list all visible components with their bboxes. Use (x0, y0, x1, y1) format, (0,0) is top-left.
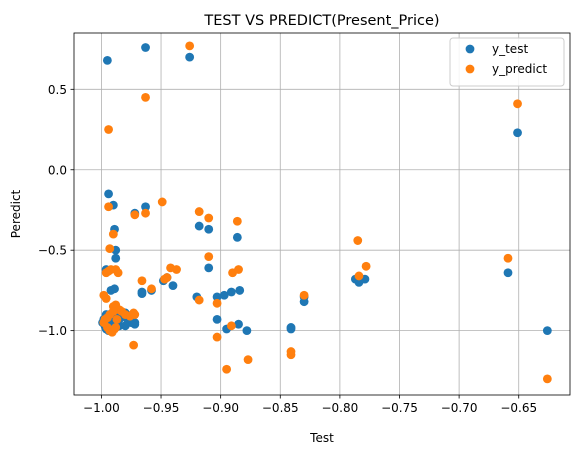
scatter-point (204, 252, 214, 262)
scatter-point (129, 340, 139, 350)
scatter-point (222, 364, 232, 374)
scatter-point (234, 319, 243, 329)
scatter-point (101, 294, 111, 303)
scatter-point (111, 253, 121, 263)
scatter-point (194, 221, 204, 231)
y-tick-label: 0.5 (48, 83, 67, 97)
scatter-point (141, 202, 150, 212)
scatter-point (162, 273, 172, 282)
chart-title: TEST VS PREDICT(Present_Price) (203, 13, 439, 29)
scatter-point (141, 43, 150, 52)
scatter-point (141, 92, 150, 102)
legend: y_test y_predict (449, 37, 565, 87)
scatter-point (112, 314, 122, 324)
scatter-point (212, 298, 222, 308)
x-tick-label: −0.95 (143, 401, 180, 415)
scatter-point (299, 297, 309, 307)
scatter-point (137, 276, 147, 286)
scatter-point (104, 125, 113, 134)
scatter-point (104, 202, 113, 212)
scatter-point (111, 323, 121, 332)
scatter-point (226, 287, 236, 297)
y-axis-label: Peredict (9, 189, 23, 238)
scatter-point (542, 326, 552, 336)
y-tick-label: −0.5 (38, 244, 67, 258)
legend-frame (449, 37, 565, 87)
grid-lines (74, 33, 570, 395)
scatter-point (232, 216, 242, 226)
scatter-point (354, 271, 364, 281)
scatter-point (204, 224, 214, 234)
data-points (98, 41, 552, 384)
scatter-point (106, 265, 116, 274)
scatter-point (353, 236, 363, 245)
scatter-point (212, 332, 222, 342)
legend-label: y_predict (492, 62, 547, 76)
scatter-point (194, 207, 204, 216)
scatter-point (242, 326, 252, 336)
scatter-point (108, 306, 118, 316)
scatter-point (286, 350, 296, 360)
scatter-point (130, 318, 140, 327)
y-tick-label: 0.0 (48, 163, 67, 177)
scatter-point (226, 321, 236, 331)
scatter-point (212, 292, 222, 302)
scatter-point (299, 290, 309, 300)
x-tick-label: −1.00 (83, 401, 120, 415)
scatter-point (513, 128, 522, 138)
scatter-point (232, 232, 242, 242)
scatter-point (130, 210, 140, 220)
scatter-point (234, 265, 243, 274)
scatter-point (104, 189, 113, 199)
scatter-point (120, 321, 130, 331)
scatter-point (141, 208, 150, 218)
y-tick-label: −1.0 (38, 324, 67, 338)
scatter-point (542, 374, 552, 384)
scatter-point (194, 295, 204, 305)
scatter-point (185, 41, 195, 51)
scatter-point (204, 213, 214, 223)
scatter-point (168, 281, 178, 290)
x-tick-label: −0.80 (321, 401, 358, 415)
legend-marker (465, 44, 475, 54)
scatter-point (235, 286, 245, 295)
scatter-point (147, 284, 156, 294)
scatter-point (219, 290, 229, 300)
scatter-point (361, 261, 371, 271)
y-axis-ticks: −1.0 −0.5 0.0 0.5 (38, 83, 74, 338)
scatter-point (102, 55, 112, 65)
x-axis-label: Test (309, 431, 334, 445)
scatter-point (113, 268, 123, 278)
scatter-point (130, 310, 140, 319)
series-y-predict (99, 41, 552, 384)
scatter-point (243, 355, 253, 365)
scatter-point (212, 314, 222, 324)
x-tick-label: −0.65 (500, 401, 537, 415)
scatter-point (137, 287, 147, 297)
legend-label: y_test (492, 42, 528, 56)
x-tick-label: −0.70 (441, 401, 478, 415)
scatter-point (157, 197, 167, 207)
scatter-point (185, 52, 195, 62)
legend-marker (465, 64, 475, 74)
scatter-point (286, 324, 296, 334)
scatter-point (503, 253, 513, 263)
plot-frame (73, 32, 571, 396)
scatter-point (503, 268, 513, 278)
x-axis-ticks: −1.00 −0.95 −0.90 −0.85 −0.80 −0.75 −0.70 −0.65 (83, 395, 537, 415)
scatter-point (172, 265, 181, 274)
x-tick-label: −0.85 (262, 401, 299, 415)
scatter-point (105, 244, 115, 253)
x-tick-label: −0.75 (381, 401, 418, 415)
scatter-point (108, 229, 118, 239)
scatter-point (110, 284, 119, 294)
scatter-point (513, 99, 522, 109)
x-tick-label: −0.90 (202, 401, 239, 415)
scatter-point (204, 263, 214, 273)
